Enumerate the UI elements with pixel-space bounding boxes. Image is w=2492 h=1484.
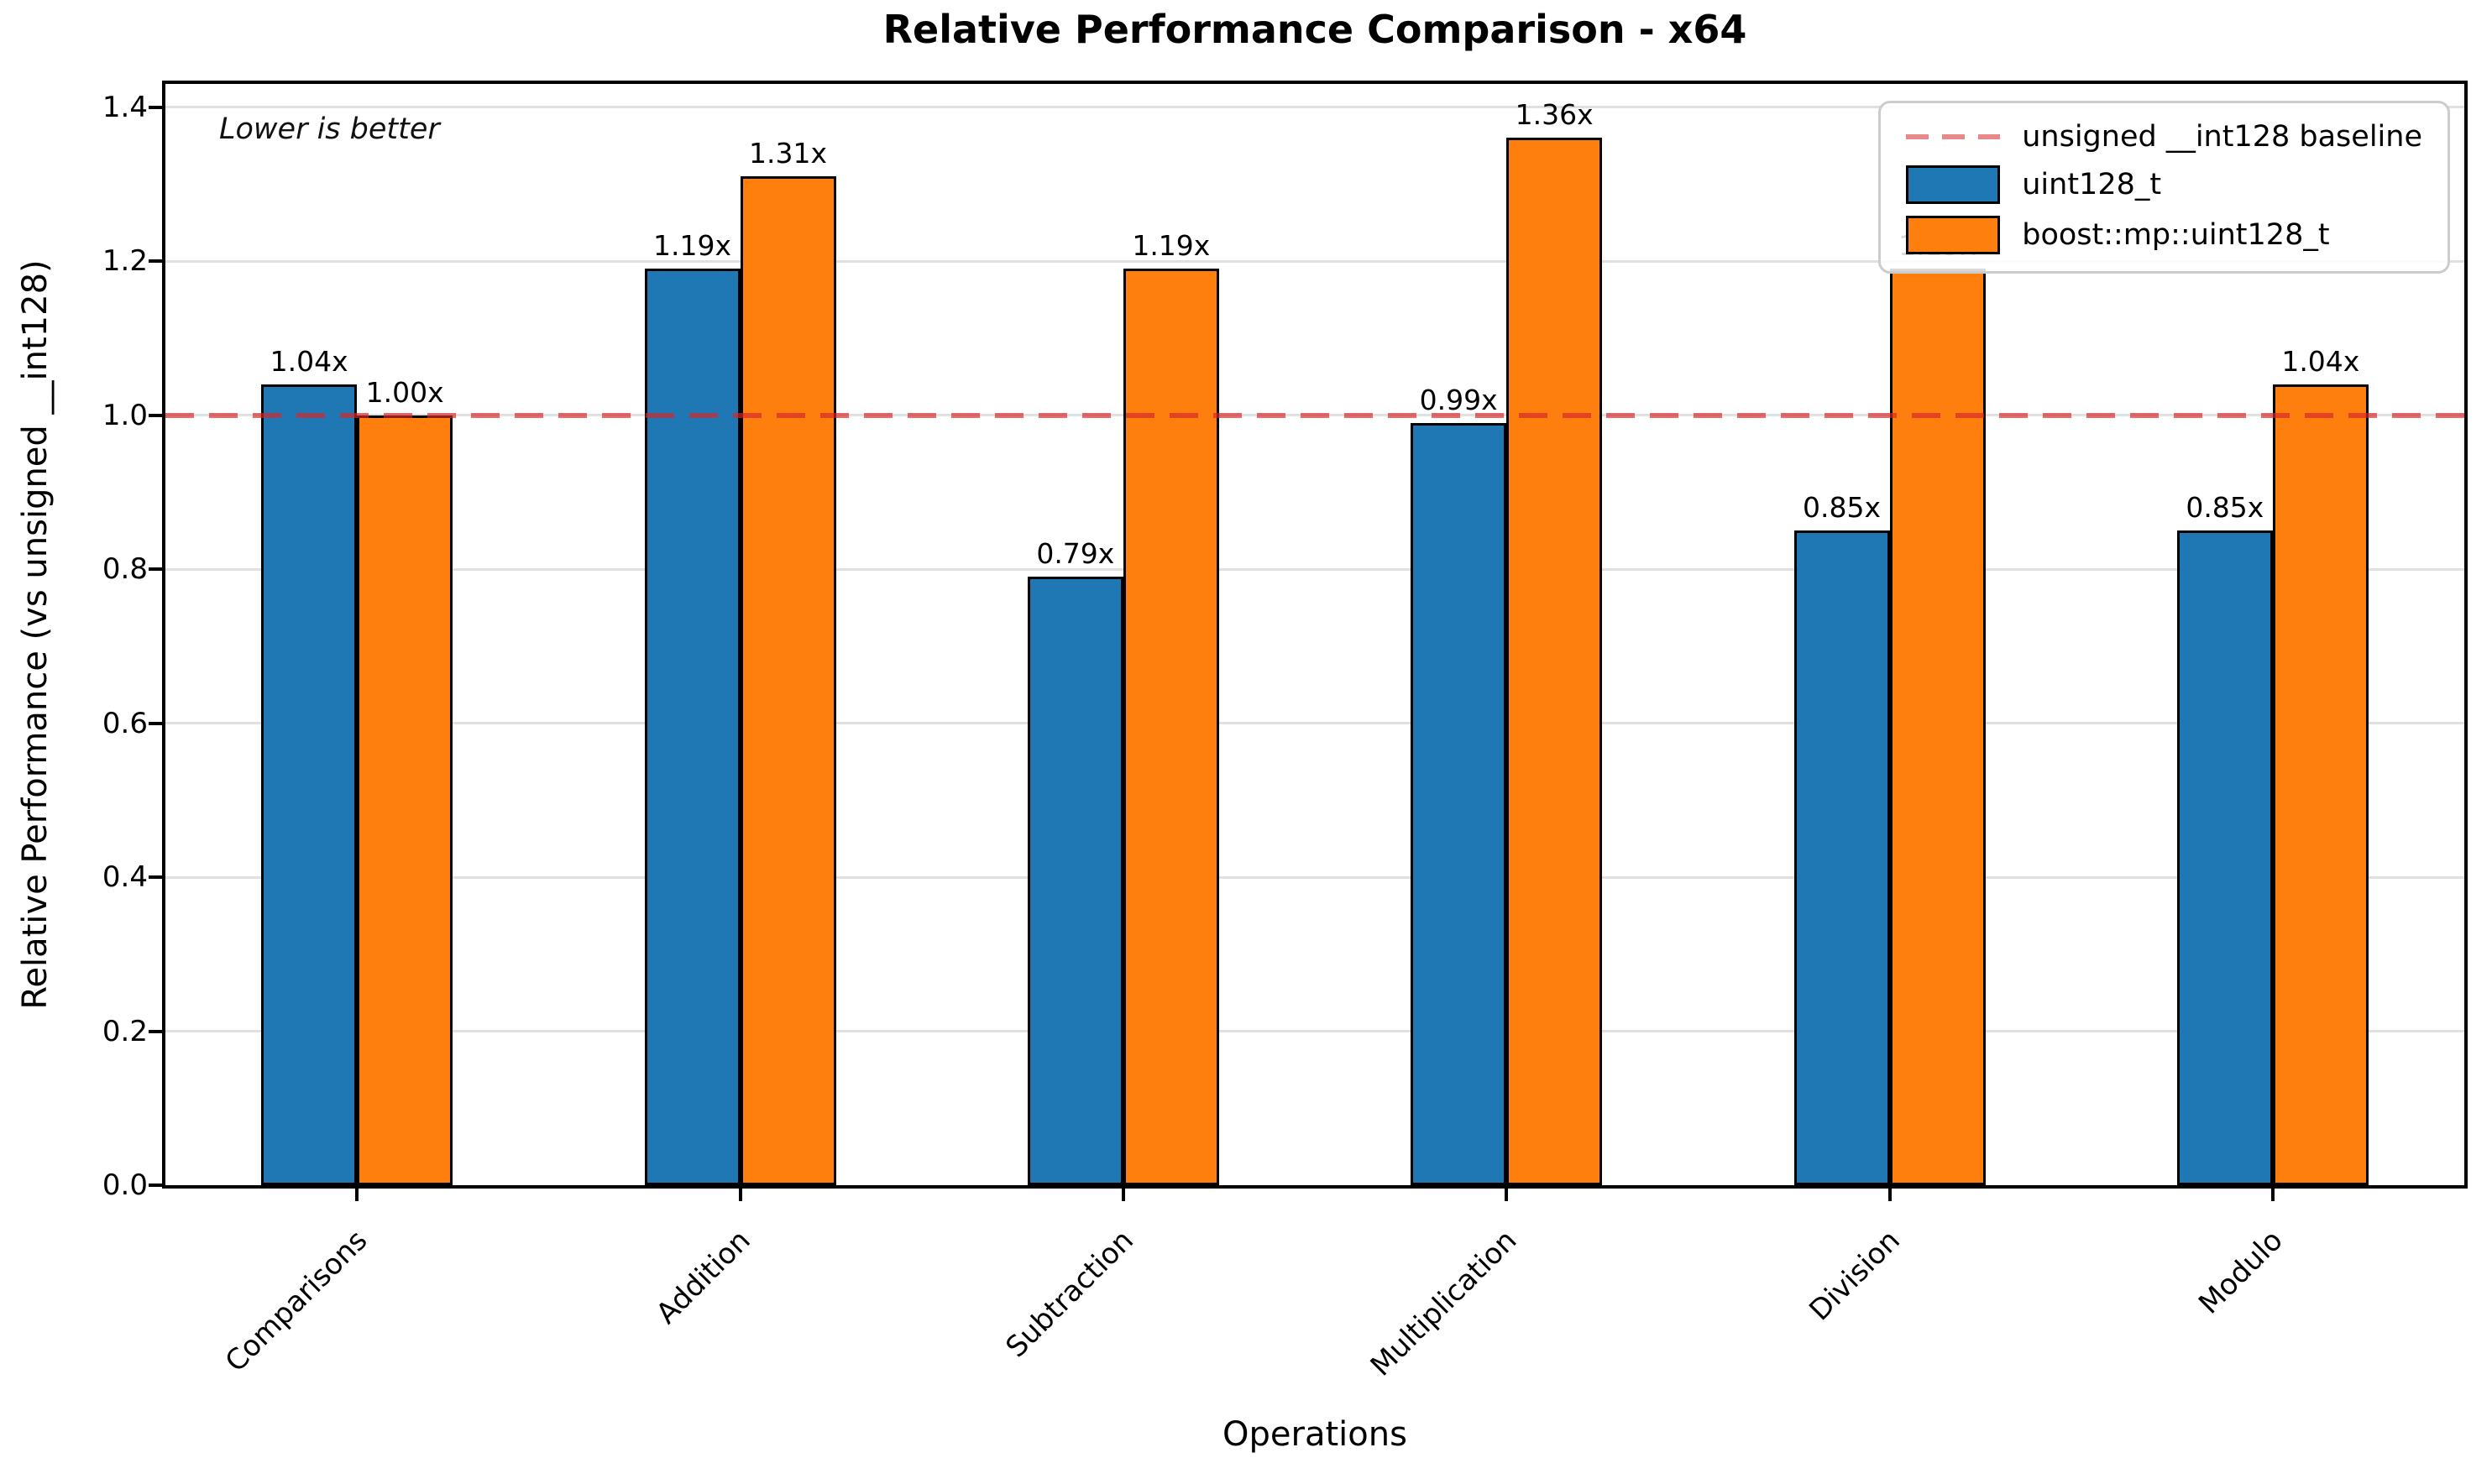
y-tick-label: 0.0	[102, 1168, 148, 1202]
legend-item-boost: boost::mp::uint128_t	[1906, 216, 2422, 254]
bar-boost-mp-uint128-t-multiplication	[1506, 138, 1603, 1185]
x-tick-label-modulo: Modulo	[2192, 1223, 2290, 1321]
y-tick-mark	[149, 1029, 162, 1033]
bar-value-label-boost-mp-uint128-t-modulo: 1.04x	[2281, 344, 2360, 378]
bar-value-label-uint128-t-multiplication: 0.99x	[1419, 383, 1498, 416]
legend-label-uint128t: uint128_t	[2022, 168, 2162, 201]
y-tick-mark	[149, 105, 162, 109]
x-tick-mark	[1887, 1189, 1892, 1201]
bar-value-label-boost-mp-uint128-t-comparisons: 1.00x	[365, 375, 444, 409]
lower-is-better-note: Lower is better	[219, 112, 440, 146]
legend-item-baseline: unsigned __int128 baseline	[1906, 120, 2422, 154]
x-tick-label-multiplication: Multiplication	[1364, 1223, 1524, 1383]
legend-dashed-line-sample	[1906, 134, 2001, 139]
bar-value-label-uint128-t-addition: 1.19x	[652, 229, 732, 263]
bar-boost-mp-uint128-t-addition	[740, 176, 836, 1185]
y-tick-label: 1.0	[102, 398, 148, 432]
y-axis-label: Relative Performance (vs unsigned __int1…	[16, 259, 55, 1010]
bar-uint128-t-addition	[644, 269, 741, 1185]
gridline	[165, 567, 2464, 571]
y-tick-label: 0.6	[102, 706, 148, 740]
y-tick-label: 0.2	[102, 1014, 148, 1048]
bar-boost-mp-uint128-t-comparisons	[357, 415, 453, 1185]
y-tick-mark	[149, 875, 162, 879]
x-tick-label-subtraction: Subtraction	[999, 1223, 1140, 1365]
x-tick-label-comparisons: Comparisons	[218, 1223, 374, 1379]
y-tick-mark	[149, 259, 162, 264]
bar-uint128-t-division	[1793, 530, 1890, 1185]
x-tick-mark	[2270, 1189, 2275, 1201]
y-tick-label: 0.4	[102, 860, 148, 894]
bar-value-label-uint128-t-subtraction: 0.79x	[1036, 537, 1115, 571]
y-tick-label: 1.4	[102, 90, 148, 124]
legend-label-boost: boost::mp::uint128_t	[2022, 218, 2330, 252]
y-tick-mark	[149, 567, 162, 571]
bar-value-label-boost-mp-uint128-t-multiplication: 1.36x	[1515, 98, 1594, 132]
bar-value-label-uint128-t-modulo: 0.85x	[2186, 491, 2264, 525]
y-tick-mark	[149, 721, 162, 725]
gridline	[165, 722, 2464, 724]
x-tick-mark	[1121, 1189, 1125, 1201]
bar-value-label-uint128-t-division: 0.85x	[1802, 491, 1882, 525]
x-tick-mark	[1505, 1189, 1509, 1201]
bar-uint128-t-multiplication	[1411, 422, 1507, 1185]
x-tick-label-division: Division	[1803, 1223, 1907, 1328]
y-tick-label: 1.2	[102, 244, 148, 279]
bar-uint128-t-subtraction	[1027, 577, 1123, 1185]
gridline	[165, 1030, 2464, 1032]
gridline	[165, 259, 2464, 263]
bar-value-label-boost-mp-uint128-t-subtraction: 1.19x	[1132, 229, 1211, 263]
bar-boost-mp-uint128-t-division	[1889, 269, 1986, 1185]
bar-value-label-boost-mp-uint128-t-addition: 1.31x	[748, 137, 828, 170]
bar-uint128-t-comparisons	[261, 384, 358, 1185]
y-tick-label: 0.8	[102, 552, 148, 586]
y-tick-mark	[149, 1184, 162, 1187]
gridline	[165, 875, 2464, 879]
x-tick-mark	[355, 1189, 359, 1201]
baseline-line	[165, 412, 2464, 418]
legend-label-baseline: unsigned __int128 baseline	[2022, 120, 2422, 154]
legend-swatch-uint128t	[1906, 165, 2001, 204]
legend-swatch-boost	[1906, 216, 2001, 254]
bar-uint128-t-modulo	[2176, 530, 2273, 1185]
bar-boost-mp-uint128-t-subtraction	[1123, 269, 1219, 1185]
y-tick-mark	[149, 413, 162, 417]
chart-title: Relative Performance Comparison - x64	[882, 7, 1747, 52]
x-tick-mark	[738, 1189, 742, 1201]
legend: unsigned __int128 baseline uint128_t boo…	[1878, 101, 2450, 274]
legend-item-uint128t: uint128_t	[1906, 165, 2422, 204]
bar-value-label-uint128-t-comparisons: 1.04x	[270, 344, 348, 378]
bar-boost-mp-uint128-t-modulo	[2272, 384, 2369, 1185]
gridline	[165, 106, 2464, 109]
x-tick-label-addition: Addition	[650, 1223, 757, 1331]
x-axis-label: Operations	[1222, 1415, 1407, 1454]
